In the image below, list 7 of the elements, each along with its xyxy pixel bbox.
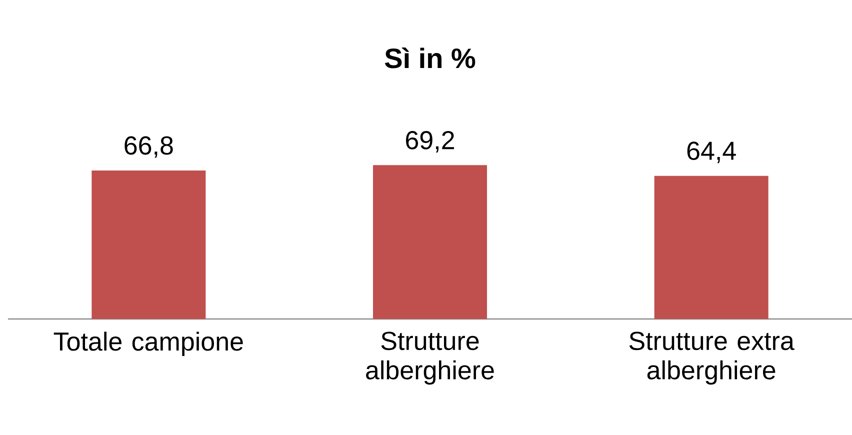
data-label: 64,4 (687, 142, 736, 164)
data-label: 69,2 (406, 130, 454, 152)
x-tick-label: Totale campione (54, 332, 243, 356)
x-tick-label: Strutture extra alberghiere (629, 332, 794, 385)
chart-title: Sì in % (384, 47, 476, 68)
data-label: 66,8 (124, 136, 173, 158)
x-tick-label: Strutture alberghiere (366, 332, 494, 385)
